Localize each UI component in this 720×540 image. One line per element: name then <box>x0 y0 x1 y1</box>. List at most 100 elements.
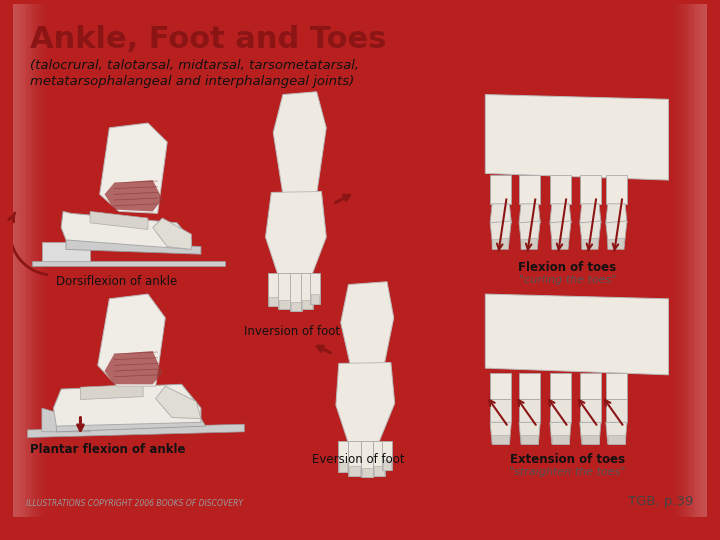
Text: Extension of toes: Extension of toes <box>510 453 625 465</box>
Polygon shape <box>485 294 668 375</box>
Polygon shape <box>550 176 571 204</box>
Polygon shape <box>550 422 571 444</box>
Bar <box>676 4 707 517</box>
Bar <box>705 4 707 517</box>
Polygon shape <box>273 92 326 194</box>
Bar <box>13 4 15 517</box>
Text: Eversion of foot: Eversion of foot <box>312 453 405 465</box>
Polygon shape <box>279 300 289 309</box>
Bar <box>13 4 32 517</box>
Polygon shape <box>104 180 163 212</box>
Polygon shape <box>606 373 627 399</box>
Bar <box>670 4 707 517</box>
Text: ILLUSTRATIONS COPYRIGHT 2006 BOOKS OF DISCOVERY: ILLUSTRATIONS COPYRIGHT 2006 BOOKS OF DI… <box>27 499 243 508</box>
Polygon shape <box>42 242 90 261</box>
Polygon shape <box>608 238 624 249</box>
Bar <box>684 4 707 517</box>
Polygon shape <box>519 373 540 399</box>
Polygon shape <box>490 204 511 223</box>
Polygon shape <box>90 212 148 230</box>
Bar <box>674 4 707 517</box>
Bar <box>678 4 707 517</box>
Polygon shape <box>550 373 571 399</box>
Bar <box>682 4 707 517</box>
Bar <box>698 4 707 517</box>
Polygon shape <box>580 221 601 249</box>
Bar <box>13 4 28 517</box>
Polygon shape <box>81 384 143 400</box>
Bar <box>13 4 21 517</box>
Polygon shape <box>490 422 511 444</box>
Bar <box>680 4 707 517</box>
Polygon shape <box>341 282 394 366</box>
Polygon shape <box>301 273 312 309</box>
Polygon shape <box>311 294 318 303</box>
Polygon shape <box>61 212 192 249</box>
Polygon shape <box>550 204 571 223</box>
Polygon shape <box>383 460 391 470</box>
Polygon shape <box>269 273 280 306</box>
Bar <box>13 4 38 517</box>
Bar <box>703 4 707 517</box>
Bar <box>692 4 707 517</box>
Bar <box>13 4 27 517</box>
Polygon shape <box>580 176 601 204</box>
Bar <box>13 4 40 517</box>
Polygon shape <box>519 176 540 204</box>
Bar <box>13 4 50 517</box>
Polygon shape <box>27 424 244 437</box>
Polygon shape <box>485 94 668 180</box>
Polygon shape <box>348 441 361 476</box>
Bar <box>13 4 42 517</box>
Bar <box>13 4 34 517</box>
Polygon shape <box>289 273 302 311</box>
Bar <box>13 4 24 517</box>
Polygon shape <box>492 238 508 249</box>
Polygon shape <box>519 204 540 223</box>
Polygon shape <box>338 441 348 472</box>
Bar <box>686 4 707 517</box>
Polygon shape <box>374 466 384 476</box>
Text: Dorsiflexion of ankle: Dorsiflexion of ankle <box>56 275 178 288</box>
Bar <box>13 4 36 517</box>
Polygon shape <box>99 123 167 213</box>
Polygon shape <box>336 362 395 443</box>
Bar <box>690 4 707 517</box>
Bar <box>696 4 707 517</box>
Polygon shape <box>278 273 291 309</box>
Polygon shape <box>606 176 627 204</box>
Polygon shape <box>606 422 627 444</box>
Bar <box>13 4 48 517</box>
Polygon shape <box>550 221 571 249</box>
Polygon shape <box>302 300 312 309</box>
Polygon shape <box>98 294 166 386</box>
Polygon shape <box>53 384 201 426</box>
Polygon shape <box>269 297 279 306</box>
Polygon shape <box>56 418 206 432</box>
Bar <box>693 4 707 517</box>
Polygon shape <box>291 302 301 311</box>
Text: Inversion of foot: Inversion of foot <box>244 326 341 339</box>
Polygon shape <box>580 422 601 444</box>
Polygon shape <box>66 240 201 254</box>
Bar <box>13 4 22 517</box>
Polygon shape <box>32 261 225 266</box>
Polygon shape <box>104 351 163 384</box>
Polygon shape <box>550 399 571 422</box>
Polygon shape <box>266 192 326 275</box>
Text: "straighten the toes": "straighten the toes" <box>509 467 626 477</box>
Text: Flexion of toes: Flexion of toes <box>518 261 616 274</box>
Polygon shape <box>580 204 601 223</box>
Polygon shape <box>582 435 599 444</box>
Polygon shape <box>490 373 511 399</box>
Polygon shape <box>552 435 570 444</box>
Polygon shape <box>490 221 511 249</box>
Polygon shape <box>374 441 385 476</box>
Polygon shape <box>606 221 627 249</box>
Polygon shape <box>153 218 192 249</box>
Polygon shape <box>552 238 568 249</box>
Polygon shape <box>382 441 392 470</box>
Polygon shape <box>606 204 627 223</box>
Polygon shape <box>361 441 374 477</box>
Polygon shape <box>492 435 510 444</box>
